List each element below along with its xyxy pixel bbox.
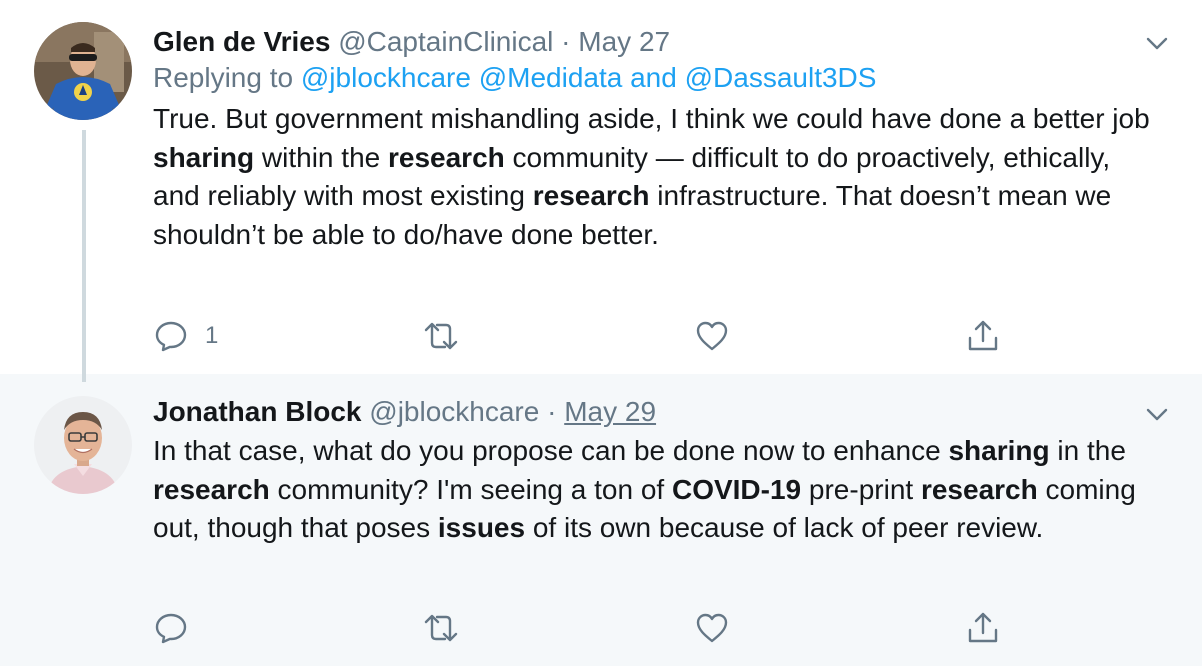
reply-button[interactable]: 1	[153, 316, 218, 356]
tweet-text: True. But government mishandling aside, …	[153, 103, 1150, 250]
retweet-button[interactable]	[421, 608, 461, 648]
mention-link[interactable]: @jblockhcare	[300, 62, 471, 93]
user-handle[interactable]: @jblockhcare	[369, 396, 540, 427]
avatar[interactable]	[34, 396, 132, 494]
mention-link[interactable]: @Medidata	[478, 62, 623, 93]
tweet-header: Glen de Vries @CaptainClinical · May 27	[153, 24, 1162, 60]
user-handle[interactable]: @CaptainClinical	[338, 26, 554, 57]
reply-button[interactable]	[153, 608, 205, 648]
tweet-header: Jonathan Block @jblockhcare · May 29	[153, 394, 1162, 430]
reply-icon	[153, 318, 189, 354]
thread-connector-line	[82, 130, 86, 382]
mention-joiner: and	[630, 62, 677, 93]
share-button[interactable]	[965, 608, 1001, 648]
replying-to: Replying to @jblockhcare @Medidata and @…	[153, 62, 877, 93]
like-button[interactable]	[694, 316, 730, 356]
tweet-focused[interactable]: Jonathan Block @jblockhcare · May 29 In …	[0, 374, 1202, 666]
reply-icon	[153, 610, 189, 646]
tweet-actions: 1	[153, 316, 1053, 356]
avatar[interactable]	[34, 22, 132, 120]
separator: ·	[547, 396, 557, 427]
like-button[interactable]	[694, 608, 730, 648]
tweet[interactable]: Glen de Vries @CaptainClinical · May 27 …	[0, 0, 1202, 374]
mention-link[interactable]: @Dassault3DS	[684, 62, 877, 93]
tweet-date[interactable]: May 29	[564, 396, 657, 427]
like-icon	[694, 318, 730, 354]
share-icon	[965, 318, 1001, 354]
like-icon	[694, 610, 730, 646]
reply-count: 1	[205, 322, 219, 349]
retweet-button[interactable]	[421, 316, 461, 356]
tweet-date[interactable]: May 27	[578, 26, 671, 57]
tweet-actions	[153, 608, 1053, 648]
tweet-text: In that case, what do you propose can be…	[153, 435, 1136, 543]
display-name[interactable]: Glen de Vries	[153, 26, 331, 57]
retweet-icon	[421, 318, 461, 354]
display-name[interactable]: Jonathan Block	[153, 396, 362, 427]
share-button[interactable]	[965, 316, 1001, 356]
separator: ·	[561, 26, 571, 57]
share-icon	[965, 610, 1001, 646]
chevron-down-icon[interactable]	[1144, 30, 1170, 56]
retweet-icon	[421, 610, 461, 646]
chevron-down-icon[interactable]	[1144, 401, 1170, 427]
